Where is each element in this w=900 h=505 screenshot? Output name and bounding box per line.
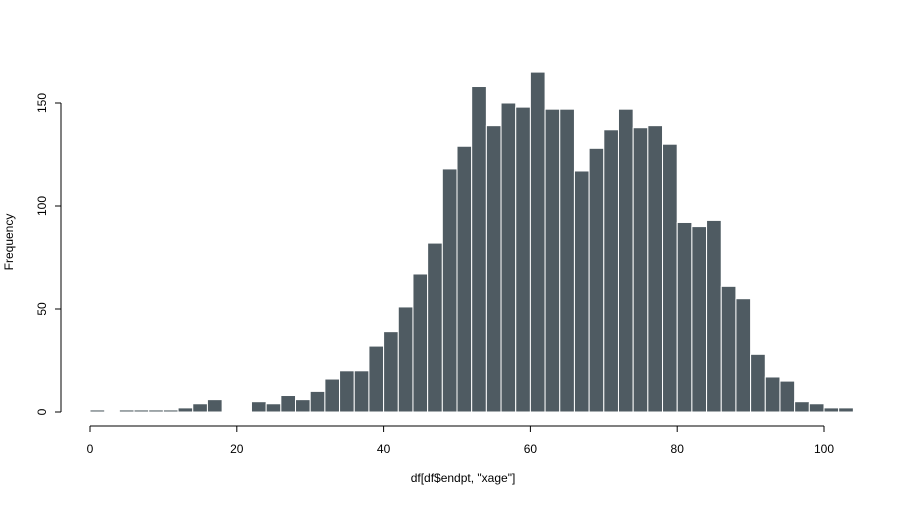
histogram-bar bbox=[573, 170, 590, 413]
histogram-bar bbox=[808, 403, 825, 413]
histogram-bar bbox=[295, 399, 311, 413]
histogram-bar bbox=[339, 370, 355, 413]
histogram-bar bbox=[162, 409, 179, 413]
histogram-bar bbox=[133, 409, 150, 413]
y-axis-tick-label: 50 bbox=[35, 302, 49, 316]
histogram-bar bbox=[148, 409, 164, 413]
histogram-bar bbox=[632, 127, 649, 413]
y-axis-tick-label: 150 bbox=[35, 93, 49, 113]
x-axis-label: df[df$endpt, "xage"] bbox=[411, 471, 516, 485]
histogram-bar bbox=[441, 168, 458, 413]
histogram-bar bbox=[353, 370, 370, 413]
histogram-bar bbox=[794, 401, 810, 413]
histogram-bar bbox=[89, 409, 106, 413]
histogram-bar bbox=[838, 407, 854, 413]
histogram-bar bbox=[779, 380, 796, 413]
histogram-bar bbox=[368, 345, 385, 413]
y-axis-tick-label: 0 bbox=[35, 408, 49, 415]
histogram-bar bbox=[750, 353, 766, 413]
x-axis-tick-label: 20 bbox=[230, 442, 244, 456]
histogram-bar bbox=[603, 129, 619, 413]
histogram-bar bbox=[485, 125, 502, 413]
histogram-bar bbox=[823, 407, 840, 413]
histogram-bar bbox=[544, 108, 561, 413]
histogram-bar bbox=[324, 378, 341, 413]
histogram-bar bbox=[397, 306, 414, 413]
histogram-bar bbox=[309, 390, 326, 413]
bars-group bbox=[89, 71, 854, 413]
histogram-bar bbox=[647, 125, 664, 413]
histogram-bar bbox=[177, 407, 194, 413]
histogram-bar bbox=[471, 86, 487, 413]
histogram-bar bbox=[617, 108, 634, 413]
histogram-bar bbox=[383, 331, 399, 413]
x-axis-tick-label: 0 bbox=[87, 442, 94, 456]
histogram-bar bbox=[118, 409, 135, 413]
histogram-bar bbox=[265, 403, 282, 413]
histogram-bar bbox=[206, 399, 223, 413]
histogram-bar bbox=[720, 285, 737, 413]
x-axis-tick-label: 80 bbox=[671, 442, 685, 456]
histogram-bar bbox=[529, 71, 546, 413]
histogram-bar bbox=[192, 403, 208, 413]
histogram-bar bbox=[412, 273, 429, 413]
x-axis-tick-label: 60 bbox=[524, 442, 538, 456]
x-axis-tick-label: 100 bbox=[814, 442, 834, 456]
histogram-bar bbox=[662, 143, 678, 413]
histogram-bar bbox=[559, 108, 575, 413]
histogram-bar bbox=[427, 242, 443, 413]
histogram-bar bbox=[588, 147, 605, 413]
y-axis-tick-label: 100 bbox=[35, 196, 49, 216]
histogram-bar bbox=[764, 376, 781, 413]
histogram-bar bbox=[280, 395, 297, 413]
histogram-bar bbox=[500, 102, 517, 413]
histogram-bar bbox=[735, 298, 752, 413]
histogram-bar bbox=[706, 219, 722, 413]
x-axis: 0 20 40 60 80 100 bbox=[87, 425, 834, 456]
histogram-bar bbox=[456, 145, 473, 413]
histogram-bar bbox=[691, 226, 708, 413]
x-axis-tick-label: 40 bbox=[377, 442, 391, 456]
y-axis-label: Frequency bbox=[2, 214, 16, 271]
y-axis: 0 50 100 150 bbox=[35, 93, 62, 415]
histogram-bar bbox=[250, 401, 267, 413]
histogram-bar bbox=[676, 221, 693, 413]
histogram-bar bbox=[515, 106, 531, 413]
